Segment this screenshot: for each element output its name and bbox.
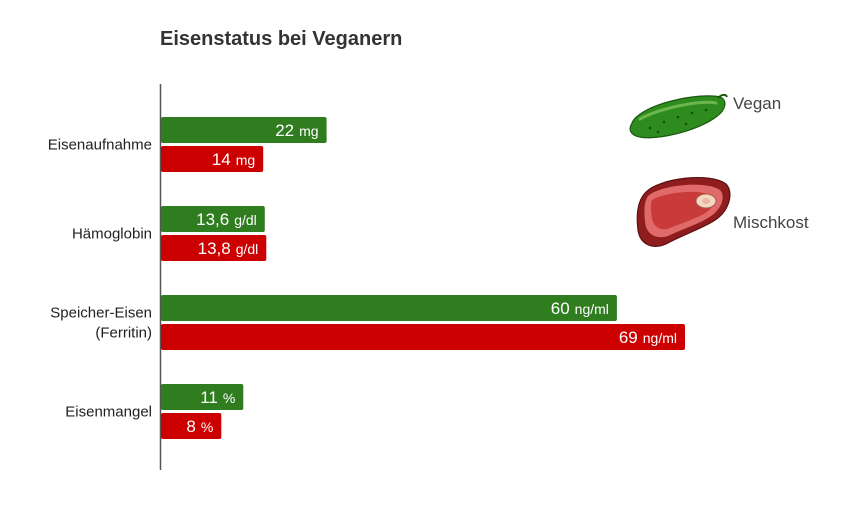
bar-value: 14 — [212, 150, 231, 169]
bar-label-vegan-0: 22 mg — [275, 121, 318, 140]
bar-value: 69 — [619, 328, 638, 347]
bar-label-vegan-3: 11% — [200, 388, 235, 407]
bar-mischkost-1 — [161, 235, 267, 261]
bar-label-mischkost-2: 69 ng/ml — [619, 328, 677, 347]
bar-vegan-2 — [161, 295, 617, 321]
bar-vegan-3 — [161, 384, 244, 410]
bar-value: 8 — [186, 417, 195, 436]
bar-unit: ng/ml — [643, 330, 677, 346]
bar-value: 60 — [551, 299, 570, 318]
bar-unit: g/dl — [234, 212, 257, 228]
category-label-line: Eisenaufnahme — [48, 137, 152, 154]
legend-label-vegan: Vegan — [733, 94, 781, 113]
bar-label-mischkost-0: 14 mg — [212, 150, 255, 169]
bar-unit: mg — [299, 123, 318, 139]
legend-item-vegan: Vegan — [629, 93, 781, 139]
legend-item-mischkost: Mischkost — [636, 177, 809, 247]
category-label-2: Speicher-Eisen (Ferritin) — [50, 305, 152, 342]
category-label-line: (Ferritin) — [95, 325, 152, 342]
bar-mischkost-3 — [161, 413, 222, 439]
category-label-line: Speicher-Eisen — [50, 305, 152, 322]
bar-label-mischkost-3: 8% — [186, 417, 213, 436]
category-label-line: Hämoglobin — [72, 226, 152, 243]
bar-label-vegan-1: 13,6 g/dl — [196, 210, 257, 229]
cucumber-icon — [629, 93, 728, 139]
category-label-0: Eisenaufnahme — [48, 137, 152, 154]
bar-unit: % — [223, 390, 235, 406]
bar-value: 11 — [200, 388, 218, 407]
category-label-1: Hämoglobin — [72, 226, 152, 243]
bar-value: 13,6 — [196, 210, 229, 229]
bar-mischkost-0 — [161, 146, 264, 172]
bar-label-mischkost-1: 13,8 g/dl — [198, 239, 259, 258]
meat-icon — [636, 177, 731, 247]
bar-label-vegan-2: 60 ng/ml — [551, 299, 609, 318]
bar-unit: mg — [236, 152, 255, 168]
bar-vegan-1 — [161, 206, 265, 232]
category-labels: Eisenaufnahme Hämoglobin Speicher-Eisen (Fe… — [48, 137, 152, 421]
bar-unit: % — [201, 419, 213, 435]
bar-unit: g/dl — [236, 241, 259, 257]
bar-vegan-0 — [161, 117, 327, 143]
bar-value: 13,8 — [198, 239, 231, 258]
bar-mischkost-2 — [161, 324, 685, 350]
legend-label-mischkost: Mischkost — [733, 213, 809, 232]
category-label-line: Eisenmangel — [65, 404, 152, 421]
bar-value: 22 — [275, 121, 294, 140]
chart-title: Eisenstatus bei Veganern — [160, 28, 403, 50]
bar-unit: ng/ml — [575, 301, 609, 317]
category-label-3: Eisenmangel — [65, 404, 152, 421]
